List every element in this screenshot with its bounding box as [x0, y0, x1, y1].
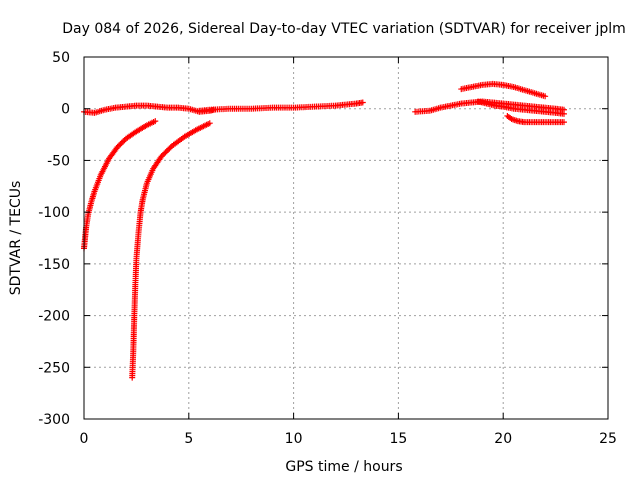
y-tick-label: -200 — [38, 309, 70, 325]
data-point — [206, 120, 213, 127]
series-arc-drop-1 — [81, 118, 159, 252]
y-axis-label: SDTVAR / TECUs — [8, 181, 24, 296]
y-tick-label: -250 — [38, 360, 70, 376]
y-tick-label: -50 — [47, 153, 70, 169]
grid — [84, 57, 608, 419]
data-point — [118, 139, 125, 146]
chart-title: Day 084 of 2026, Sidereal Day-to-day VTE… — [62, 21, 626, 37]
series-arc-evening-tail — [504, 112, 567, 126]
data-point — [115, 142, 122, 149]
axis-ticks: 0 5 10 15 20 25 -300 -250 -200 -150 -100 -50 0 50 — [38, 50, 617, 447]
data-point — [359, 99, 366, 106]
data-point — [560, 119, 567, 126]
y-tick-label: -100 — [38, 205, 70, 221]
x-tick-label: 20 — [494, 431, 512, 447]
x-tick-label: 5 — [184, 431, 193, 447]
y-tick-label: 50 — [52, 50, 70, 66]
y-tick-label: -300 — [38, 412, 70, 428]
data-point — [114, 143, 121, 150]
series-arc-drop-2 — [129, 120, 213, 381]
x-axis-label: GPS time / hours — [285, 459, 402, 475]
data-point — [560, 110, 567, 117]
series-arc-evening-low — [475, 98, 567, 117]
y-tick-label: -150 — [38, 257, 70, 273]
y-tick-label: 0 — [61, 102, 70, 118]
data-point — [117, 141, 124, 148]
data-point — [120, 138, 127, 145]
data-point — [152, 118, 159, 125]
series-arc-evening-high — [458, 80, 549, 100]
series-arc-main-late — [196, 99, 366, 114]
x-tick-label: 25 — [599, 431, 617, 447]
data-marks — [81, 80, 567, 381]
x-tick-label: 0 — [80, 431, 89, 447]
data-point — [542, 93, 549, 100]
series-arc-main-early — [81, 102, 217, 116]
plot-border — [83, 56, 609, 420]
x-tick-label: 15 — [389, 431, 407, 447]
x-tick-label: 10 — [285, 431, 303, 447]
